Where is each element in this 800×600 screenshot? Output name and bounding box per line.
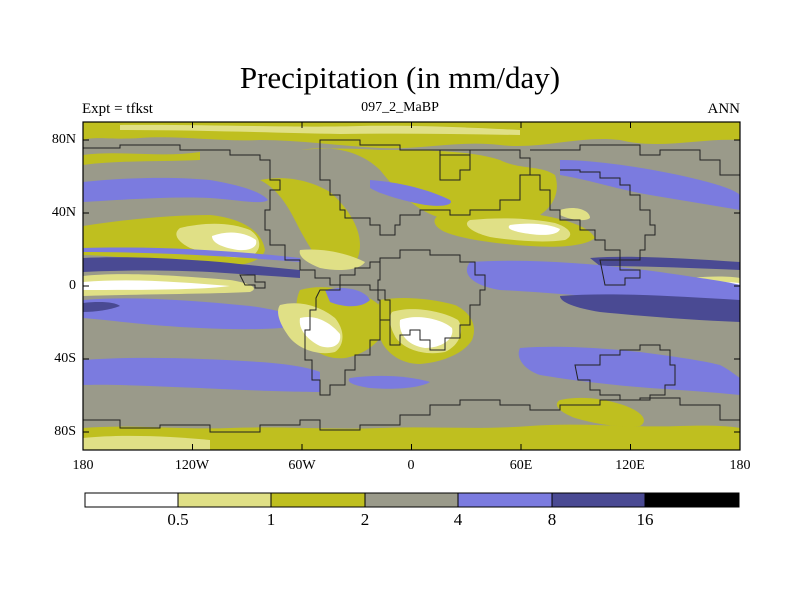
coastlines xyxy=(83,139,740,433)
field-blue-amazon xyxy=(325,288,370,307)
field-lightyellow-caribbean xyxy=(299,249,365,270)
season-label: ANN xyxy=(707,101,741,117)
maritime-continent-coast xyxy=(599,259,641,286)
tick-marks xyxy=(82,122,741,450)
south-america-coast xyxy=(304,284,391,396)
colorbar-label: 4 xyxy=(453,510,463,529)
y-tick-label: 80S xyxy=(54,424,76,439)
field-yellow-eurasia-south xyxy=(300,148,557,226)
x-tick-label: 120W xyxy=(174,458,210,473)
field-white-equator-east xyxy=(83,280,230,290)
field-blue-spcz-east xyxy=(83,298,300,330)
colorbar-box-1 xyxy=(84,492,179,508)
central-america-coast xyxy=(239,274,266,289)
field-darkblue-itcz-pacific xyxy=(83,257,300,278)
plot-title: Precipitation (in mm/day) xyxy=(239,60,561,95)
antarctica-coast xyxy=(83,397,740,433)
colorbar-label: 16 xyxy=(636,510,654,529)
x-tick-label: 180 xyxy=(72,458,94,473)
field-darkblue-spcz-edge xyxy=(83,302,120,312)
y-tick-label: 0 xyxy=(69,278,76,293)
x-tick-label: 60E xyxy=(509,458,533,473)
eurasia-north-coast xyxy=(319,139,531,236)
colorbar-box-7 xyxy=(644,492,740,508)
colorbar-label: 0.5 xyxy=(167,510,189,529)
case-label: 097_2_MaBP xyxy=(361,100,439,115)
field-light-yellow-arctic xyxy=(120,124,520,135)
x-tick-label: 180 xyxy=(729,458,751,473)
field-blue-south-indian-storm xyxy=(518,346,740,395)
y-tick-label: 40S xyxy=(54,351,76,366)
field-blue-south-atlantic-storm xyxy=(348,375,430,389)
field-lightyellow-arabia xyxy=(560,207,590,221)
field-yellow-south-band xyxy=(83,424,740,450)
experiment-label: Expt = tfkst xyxy=(82,101,153,117)
colorbar-box-2 xyxy=(177,492,272,508)
map-field xyxy=(83,122,740,450)
y-tick-label: 40N xyxy=(51,205,76,220)
colorbar-box-6 xyxy=(551,492,646,508)
x-tick-label: 120E xyxy=(615,458,645,473)
asia-east-coast xyxy=(530,169,656,261)
x-tick-label: 60W xyxy=(288,458,316,473)
colorbar-box-3 xyxy=(270,492,366,508)
y-tick-label: 80N xyxy=(51,132,76,147)
colorbar-label: 1 xyxy=(266,510,276,529)
field-white-south-africa xyxy=(399,317,453,348)
field-white-ne-pacific xyxy=(212,232,257,251)
x-tick-label: 0 xyxy=(407,458,415,473)
colorbar-box-5 xyxy=(457,492,553,508)
siberia-coast xyxy=(530,144,740,176)
field-blue-north-pacific-east xyxy=(560,160,740,210)
field-yellow-north-pacific xyxy=(83,152,200,165)
field-blue-north-atlantic xyxy=(370,180,451,206)
field-blue-indian-pacific xyxy=(466,260,740,305)
field-darkblue-spcz-west xyxy=(560,294,740,322)
field-white-sahara xyxy=(508,223,560,235)
field-blue-south-pacific-storm xyxy=(83,357,320,392)
scandinavia-coast xyxy=(439,149,471,181)
colorbar-box-4 xyxy=(364,492,459,508)
colorbar xyxy=(84,492,740,508)
australia-coast xyxy=(574,344,676,401)
field-blue-itcz-north xyxy=(83,247,300,262)
field-yellow-north-america xyxy=(260,178,360,270)
colorbar-label: 2 xyxy=(360,510,370,529)
field-blue-north-pacific xyxy=(83,177,268,203)
field-lightyellow-antarctic xyxy=(83,435,210,450)
colorbar-label: 8 xyxy=(547,510,557,529)
north-america-coast xyxy=(83,144,380,286)
